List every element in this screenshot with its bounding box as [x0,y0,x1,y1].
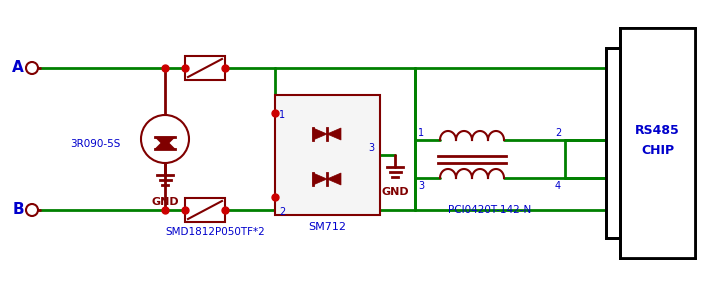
Bar [620,28,695,258]
Bar [275,95,380,215]
Bar [606,48,620,238]
Bar [606,48,620,238]
Polygon shape [155,139,175,149]
Circle shape [26,62,38,74]
Text: 1: 1 [418,128,424,138]
Polygon shape [327,173,341,185]
Polygon shape [327,128,341,140]
Text: GND: GND [381,187,409,197]
Text: CHIP: CHIP [641,144,674,158]
Circle shape [141,115,189,163]
Bar [185,56,225,80]
Text: 2: 2 [555,128,561,138]
Bar [620,28,695,258]
Text: 3R090-5S: 3R090-5S [70,139,120,149]
Text: 3: 3 [368,143,374,153]
Text: A: A [12,60,24,76]
Bar [185,198,225,222]
Polygon shape [620,29,695,257]
Circle shape [26,204,38,216]
Text: RS485: RS485 [635,125,680,137]
Text: SMD1812P050TF*2: SMD1812P050TF*2 [165,227,265,237]
Text: GND: GND [151,197,179,207]
Text: SM712: SM712 [308,222,346,232]
Text: 2: 2 [279,207,285,217]
Polygon shape [313,173,327,185]
Text: 1: 1 [279,110,285,120]
Polygon shape [313,128,327,140]
Text: 3: 3 [418,181,424,191]
Polygon shape [155,137,175,147]
Text: B: B [12,203,24,217]
Text: 4: 4 [555,181,561,191]
Text: PCI0420T-142-N: PCI0420T-142-N [448,205,532,215]
